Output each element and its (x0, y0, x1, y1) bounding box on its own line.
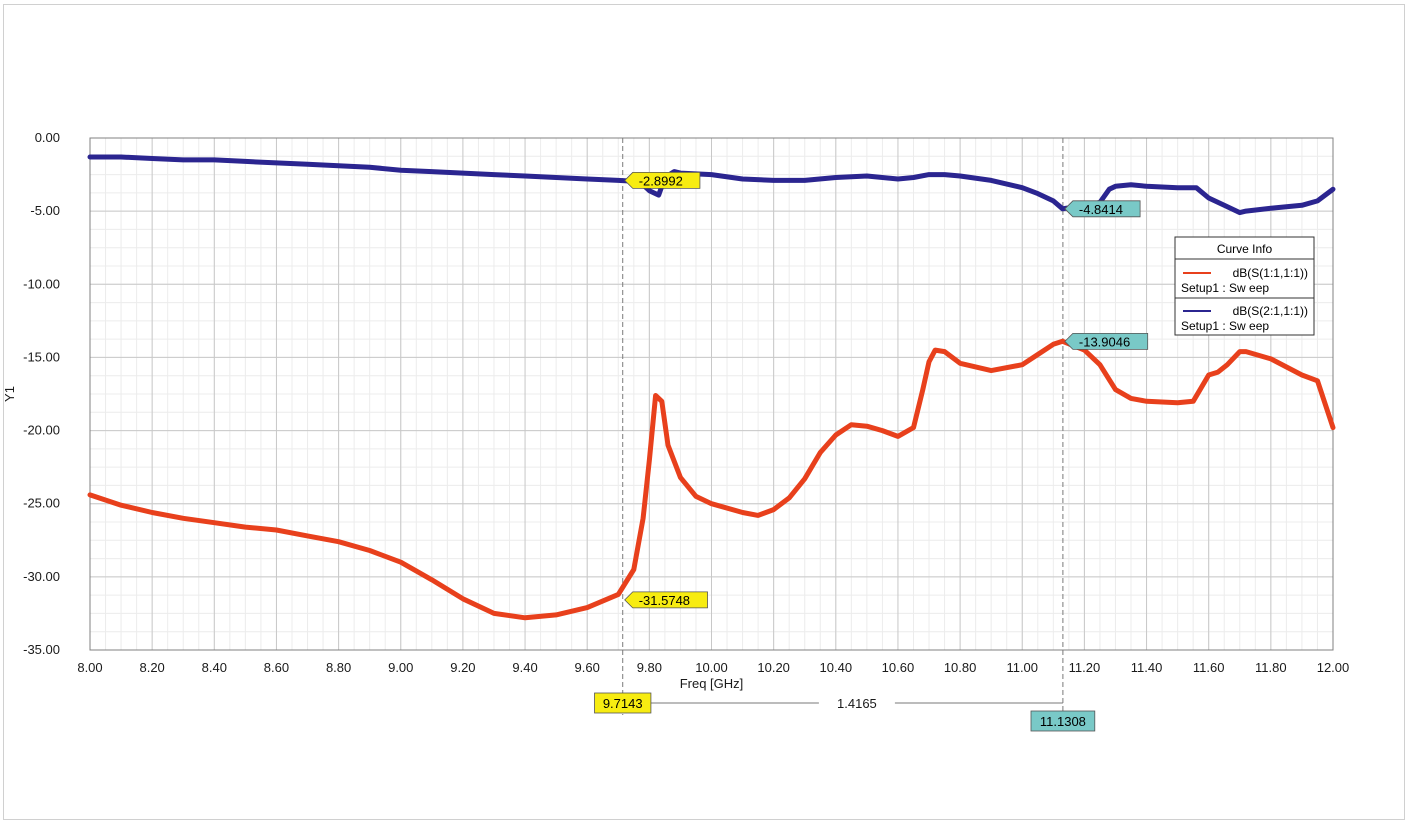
x-tick-label: 10.60 (882, 660, 915, 675)
marker-flag[interactable]: -31.5748 (624, 591, 708, 609)
x-markers[interactable]: 9.7143 11.1308 (594, 692, 1096, 732)
x-tick-label: 11.60 (1193, 660, 1225, 675)
x-tick-label: 10.40 (820, 660, 853, 675)
series-s11-line (87, 338, 1336, 621)
marker-flag-label: -2.8992 (639, 173, 683, 188)
plot-border (89, 137, 1334, 651)
data-markers[interactable]: -2.8992 -31.5748 -4.8414 -13.9046 (624, 172, 1149, 609)
x-tick-label: 11.40 (1131, 660, 1163, 675)
marker-flag-shape (1064, 333, 1149, 350)
x-tick-label: 12.00 (1317, 660, 1350, 675)
x-axis-title: Freq [GHz] (680, 676, 744, 691)
y-tick-label: -20.00 (23, 423, 60, 438)
legend[interactable]: Curve Info dB(S(1:1,1:1))Setup1 : Sw eep… (1174, 236, 1315, 336)
y-tick-labels: 0.00 -5.00 -10.00 -15.00 -20.00 -25.00 -30.00 -… (23, 130, 60, 657)
series-s21-line (87, 154, 1336, 216)
legend-entry[interactable]: dB(S(1:1,1:1))Setup1 : Sw eep (1175, 266, 1314, 299)
x-tick-label: 11.80 (1255, 660, 1287, 675)
x-tick-label: 9.20 (450, 660, 475, 675)
x-tick-label: 9.80 (637, 660, 662, 675)
y-tick-label: -10.00 (23, 276, 60, 291)
y-tick-label: -25.00 (23, 496, 60, 511)
delta-indicator: 1.4165 (650, 696, 1063, 711)
marker-flag-shape (624, 591, 708, 609)
marker-flag-label: -4.8414 (1079, 202, 1123, 217)
y-tick-label: -35.00 (23, 642, 60, 657)
marker-vertical-lines (622, 138, 1064, 715)
y-tick-label: -5.00 (30, 203, 60, 218)
x-tick-label: 9.00 (388, 660, 413, 675)
x-tick-label: 8.20 (139, 660, 164, 675)
legend-sublabel: Setup1 : Sw eep (1181, 319, 1269, 333)
delta-value: 1.4165 (837, 696, 877, 711)
x-marker-box (594, 692, 652, 714)
x-tick-label: 9.40 (512, 660, 537, 675)
legend-box (1174, 236, 1315, 336)
plot-svg: 8.00 8.20 8.40 8.60 8.80 9.00 9.20 9.40 9.60 9.80… (4, 130, 1349, 732)
x-tick-label: 11.20 (1069, 660, 1101, 675)
x-marker-box (1030, 710, 1096, 732)
x-marker-label: 9.7143 (603, 696, 643, 711)
grid-major (89, 137, 1334, 651)
marker-flag[interactable]: -2.8992 (624, 172, 701, 189)
legend-title: Curve Info (1217, 242, 1273, 256)
y-tick-label: 0.00 (35, 130, 60, 145)
y-tick-label: -15.00 (23, 349, 60, 364)
marker-flag[interactable]: -13.9046 (1064, 333, 1149, 350)
x-tick-label: 9.60 (575, 660, 600, 675)
y-tick-label: -30.00 (23, 569, 60, 584)
marker-flag-shape (1064, 200, 1141, 218)
x-tick-label: 8.00 (77, 660, 102, 675)
x-tick-labels: 8.00 8.20 8.40 8.60 8.80 9.00 9.20 9.40 9.60 9.80… (77, 660, 1349, 675)
marker-flag-label: -13.9046 (1079, 334, 1130, 349)
legend-sublabel: Setup1 : Sw eep (1181, 281, 1269, 295)
x-tick-label: 10.00 (695, 660, 728, 675)
y-axis-title: Y1 (4, 386, 17, 402)
x-marker[interactable]: 11.1308 (1030, 710, 1096, 732)
x-tick-label: 8.40 (202, 660, 227, 675)
marker-flag-label: -31.5748 (639, 593, 690, 608)
x-tick-label: 10.80 (944, 660, 977, 675)
legend-entries: dB(S(1:1,1:1))Setup1 : Sw eepdB(S(2:1,1:… (1175, 266, 1314, 333)
x-tick-label: 10.20 (757, 660, 790, 675)
x-tick-label: 8.60 (264, 660, 289, 675)
legend-label: dB(S(1:1,1:1)) (1233, 266, 1308, 280)
x-tick-label: 11.00 (1006, 660, 1038, 675)
x-marker[interactable]: 9.7143 (594, 692, 652, 714)
x-marker-label: 11.1308 (1040, 714, 1086, 729)
marker-flag[interactable]: -4.8414 (1064, 200, 1141, 218)
legend-label: dB(S(2:1,1:1)) (1233, 304, 1308, 318)
legend-entry[interactable]: dB(S(2:1,1:1))Setup1 : Sw eep (1181, 304, 1308, 333)
x-tick-label: 8.80 (326, 660, 351, 675)
series-lines (87, 154, 1336, 621)
marker-flag-shape (624, 172, 701, 189)
chart-frame: 8.00 8.20 8.40 8.60 8.80 9.00 9.20 9.40 9.60 9.80… (3, 4, 1405, 820)
